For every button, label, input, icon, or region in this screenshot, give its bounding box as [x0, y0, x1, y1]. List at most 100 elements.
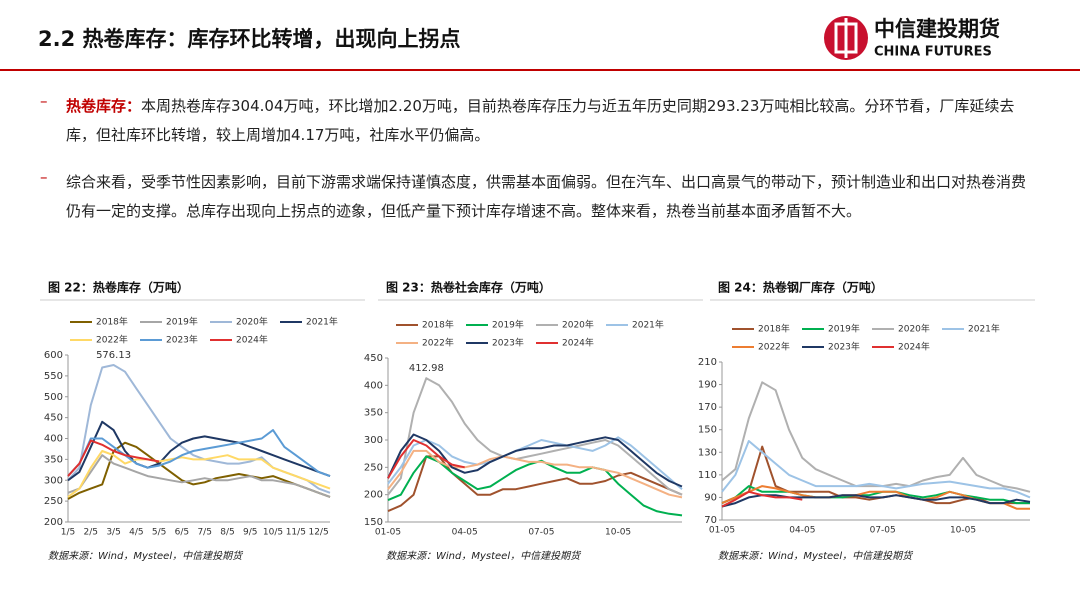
logo-cn: 中信建投期货 [874, 17, 1000, 41]
logo: 中信建投期货 CHINA FUTURES [824, 16, 1000, 60]
legend-label: 2019年 [828, 323, 860, 335]
series-line [721, 381, 1031, 493]
y-tick-label: 400 [44, 434, 63, 445]
bullet: 综合来看，受季节性因素影响，目前下游需求端保持谨慎态度，供需基本面偏弱。但在汽车… [66, 168, 1026, 226]
bullet-label: 热卷库存： [66, 97, 142, 115]
x-tick-label: 3/5 [106, 528, 120, 538]
bullet: 热卷库存：本周热卷库存304.04万吨，环比增加2.20万吨，目前热卷库存压力与… [66, 92, 1026, 150]
y-tick-label: 350 [364, 408, 383, 419]
legend-label: 2018年 [96, 316, 128, 328]
y-tick-label: 550 [44, 371, 63, 382]
legend-label: 2020年 [562, 319, 594, 331]
x-tick-label: 10/5 [263, 528, 283, 538]
x-tick-label: 6/5 [175, 528, 189, 538]
series-line [387, 436, 683, 490]
series-line [387, 439, 465, 479]
y-tick-label: 400 [364, 380, 383, 391]
bullet-dash: – [40, 92, 48, 110]
series-line [721, 494, 1031, 508]
x-tick-label: 7/5 [197, 528, 211, 538]
x-tick-label: 04-05 [789, 526, 815, 536]
x-tick-label: 11/5 [286, 528, 306, 538]
data-label: 412.98 [409, 363, 444, 374]
header-rule [0, 69, 1080, 71]
series-line [387, 449, 683, 499]
legend-label: 2020年 [898, 323, 930, 335]
y-tick-label: 350 [44, 454, 63, 465]
series-line [67, 439, 160, 477]
legend-label: 2022年 [422, 337, 454, 349]
chart-source: 数据来源：Wind，Mysteel，中信建投期货 [48, 550, 244, 562]
legend-label: 2024年 [898, 341, 930, 353]
y-tick-label: 190 [698, 380, 717, 391]
legend-label: 2022年 [758, 341, 790, 353]
y-tick-label: 170 [698, 402, 717, 413]
x-tick-label: 1/5 [61, 528, 75, 538]
legend-label: 2021年 [968, 323, 1000, 335]
x-tick-label: 12/5 [308, 528, 328, 538]
legend-label: 2023年 [166, 334, 198, 346]
y-tick-label: 200 [364, 490, 383, 501]
x-tick-label: 4/5 [129, 528, 143, 538]
x-tick-label: 07-05 [870, 526, 896, 536]
y-tick-label: 250 [44, 496, 63, 507]
legend-label: 2021年 [632, 319, 664, 331]
series-line [387, 377, 683, 496]
x-tick-label: 5/5 [152, 528, 166, 538]
legend-label: 2023年 [492, 337, 524, 349]
logo-en: CHINA FUTURES [874, 45, 992, 60]
chart-source: 数据来源：Wind，Mysteel，中信建投期货 [718, 550, 914, 562]
y-tick-label: 90 [704, 492, 717, 503]
y-tick-label: 500 [44, 392, 63, 403]
series-line [721, 490, 803, 508]
y-tick-label: 200 [44, 517, 63, 528]
x-tick-label: 07-05 [528, 528, 554, 538]
legend-label: 2024年 [236, 334, 268, 346]
y-tick-label: 250 [364, 462, 383, 473]
x-tick-label: 01-05 [709, 526, 735, 536]
chart-source: 数据来源：Wind，Mysteel，中信建投期货 [386, 550, 582, 562]
legend-label: 2020年 [236, 316, 268, 328]
legend-label: 2018年 [758, 323, 790, 335]
x-tick-label: 10-05 [950, 526, 976, 536]
x-tick-label: 2/5 [84, 528, 98, 538]
chart-caption: 图 24：热卷钢厂库存（万吨） [718, 280, 883, 295]
y-tick-label: 300 [364, 435, 383, 446]
x-tick-label: 9/5 [243, 528, 257, 538]
y-tick-label: 450 [44, 413, 63, 424]
data-label: 576.13 [96, 350, 131, 361]
series-line [387, 455, 683, 513]
y-tick-label: 450 [364, 353, 383, 364]
x-tick-label: 10-05 [605, 528, 631, 538]
legend-label: 2022年 [96, 334, 128, 346]
legend-label: 2023年 [828, 341, 860, 353]
y-tick-label: 150 [364, 517, 383, 528]
series-line [721, 485, 1030, 505]
series-line [67, 441, 331, 500]
legend-label: 2019年 [492, 319, 524, 331]
y-tick-label: 300 [44, 475, 63, 486]
chart-caption: 图 22：热卷库存（万吨） [48, 280, 189, 295]
x-tick-label: 01-05 [375, 528, 401, 538]
y-tick-label: 70 [704, 515, 717, 526]
y-tick-label: 130 [698, 447, 717, 458]
legend-label: 2024年 [562, 337, 594, 349]
y-tick-label: 150 [698, 425, 717, 436]
series-line [67, 420, 331, 482]
y-tick-label: 600 [44, 350, 63, 361]
y-tick-label: 110 [698, 470, 717, 481]
slide-title: 2.2 热卷库存：库存环比转增，出现向上拐点 [38, 27, 461, 51]
series-line [387, 433, 683, 488]
series-line [67, 429, 331, 478]
legend-label: 2021年 [306, 316, 338, 328]
legend-label: 2019年 [166, 316, 198, 328]
series-line [721, 440, 1031, 499]
legend-label: 2018年 [422, 319, 454, 331]
y-tick-label: 210 [698, 357, 717, 368]
x-tick-label: 04-05 [452, 528, 478, 538]
bullet-text: 综合来看，受季节性因素影响，目前下游需求端保持谨慎态度，供需基本面偏弱。但在汽车… [66, 173, 1027, 220]
bullet-dash: – [40, 168, 48, 186]
series-line [67, 454, 331, 498]
